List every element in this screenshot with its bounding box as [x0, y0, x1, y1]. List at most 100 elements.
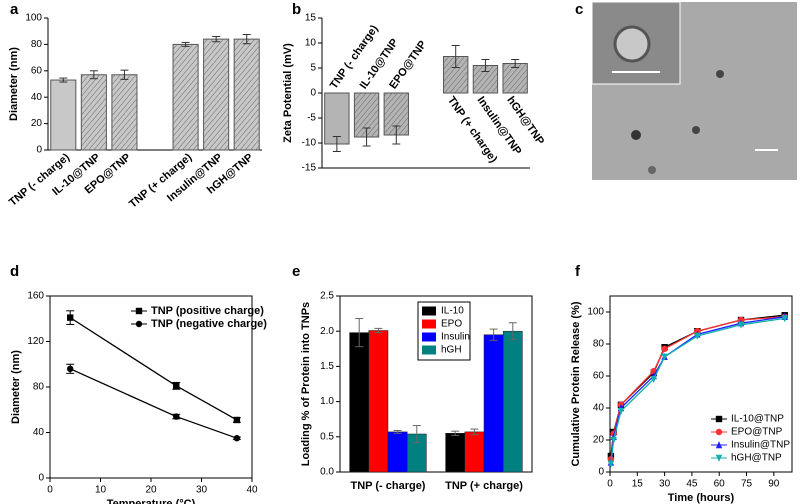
legend-marker: [715, 415, 723, 423]
marker: [781, 315, 788, 323]
bar-hatch: [203, 39, 229, 151]
y-tick-label: 40: [33, 427, 45, 438]
legend-label: hGH: [441, 345, 462, 356]
bar: [349, 332, 370, 473]
y-tick-label: 0: [598, 467, 604, 478]
plot-frame: [339, 295, 533, 473]
x-tick-label: 20: [145, 485, 157, 496]
y-tick-label: 40: [593, 403, 605, 414]
bar: [464, 431, 485, 473]
line: [610, 317, 785, 465]
x-tick-label: 40: [246, 485, 258, 496]
y-axis-title: Zeta Potential (mV): [282, 43, 294, 143]
x-tick-label: TNP (- charge): [351, 480, 426, 492]
y-axis-title: Diameter (nm): [8, 47, 20, 121]
panel: f 0 20 40 60 80 100 0 15 30 45 60 75 90 Cumulative Pro…: [570, 263, 793, 504]
bar: [445, 433, 466, 473]
y-axis-title: Cumulative Protein Release (%): [570, 301, 582, 466]
x-axis-title: Time (hours): [668, 492, 735, 504]
line: [610, 316, 785, 463]
particle: [692, 126, 700, 134]
legend-swatch: [422, 319, 436, 329]
y-tick-label: 20: [31, 118, 43, 129]
x-tick-label: 75: [741, 479, 753, 490]
y-tick-label: 160: [27, 291, 44, 302]
marker: [737, 321, 745, 329]
marker: [661, 345, 668, 352]
y-tick-label: 80: [593, 339, 605, 350]
legend-marker: [715, 428, 723, 436]
marker: [67, 365, 74, 372]
marker: [617, 408, 625, 416]
x-tick-label: 15: [632, 479, 644, 490]
panel-label: d: [10, 263, 19, 280]
marker: [610, 436, 617, 444]
y-tick-label: 1.5: [320, 361, 334, 372]
legend-marker: [715, 441, 723, 449]
bar-hatch: [81, 74, 107, 150]
panel: d 0 40 80 120 160 0 10 20 30 40 Diameter (nm) Temper…: [10, 263, 267, 504]
legend-label: TNP (negative charge): [151, 318, 267, 330]
marker: [661, 353, 668, 361]
x-axis-title: Temperature (°C): [107, 498, 196, 504]
x-tick-label: 0: [607, 479, 613, 490]
y-tick-label: 2.5: [320, 291, 334, 302]
bar-hatch: [502, 63, 528, 93]
legend-marker: [135, 307, 143, 315]
bar: [502, 330, 523, 473]
marker: [173, 413, 180, 420]
y-tick-label: 15: [305, 13, 317, 24]
panel: e 0.0 0.5 1.0 1.5 2.0 2.5 Loading % of Protein …: [292, 263, 533, 492]
y-tick-label: 5: [310, 63, 316, 74]
plot-frame: [609, 295, 793, 473]
y-tick-label: 40: [31, 92, 43, 103]
y-axis-title: Diameter (nm): [10, 350, 22, 424]
y-tick-label: 0.5: [320, 431, 334, 442]
legend-label: EPO@TNP: [731, 427, 783, 438]
bar-hatch: [173, 44, 199, 150]
marker: [67, 314, 74, 321]
legend-label: EPO: [441, 319, 462, 330]
marker: [233, 434, 241, 442]
bar: [483, 334, 504, 473]
x-tick-label: 90: [768, 479, 780, 490]
y-tick-label: 60: [31, 65, 43, 76]
marker: [694, 332, 701, 340]
legend-label: IL-10: [441, 306, 464, 317]
y-tick-label: -15: [302, 163, 317, 174]
bar-hatch: [234, 39, 260, 151]
legend-label: TNP (positive charge): [151, 305, 264, 317]
x-tick-label: 30: [196, 485, 208, 496]
y-tick-label: 120: [27, 336, 44, 347]
x-tick-label: 30: [659, 479, 671, 490]
line: [610, 316, 785, 460]
y-tick-label: 2.0: [320, 326, 334, 337]
particle: [648, 166, 656, 174]
y-tick-label: 0: [36, 145, 42, 156]
legend-swatch: [422, 345, 436, 355]
legend-label: IL-10@TNP: [731, 414, 784, 425]
marker: [607, 460, 615, 468]
y-tick-label: 0: [38, 473, 44, 484]
panel-label: b: [292, 1, 301, 18]
particle: [613, 25, 651, 63]
y-tick-label: -5: [307, 113, 316, 124]
micrograph: [591, 1, 797, 180]
y-tick-label: 0: [310, 88, 316, 99]
bar-hatch: [111, 74, 137, 150]
y-axis-title: Loading % of Protein into TNPs: [300, 302, 312, 466]
y-tick-label: 1.0: [320, 396, 334, 407]
bar: [387, 431, 408, 473]
panel: c: [575, 1, 583, 18]
y-tick-label: 80: [31, 39, 43, 50]
marker: [650, 376, 657, 384]
y-tick-label: 0.0: [320, 467, 334, 478]
marker: [173, 382, 180, 390]
x-tick-label: 45: [686, 479, 698, 490]
bar: [324, 92, 350, 145]
legend-swatch: [422, 306, 436, 316]
legend-label: Insulin@TNP: [731, 440, 790, 451]
